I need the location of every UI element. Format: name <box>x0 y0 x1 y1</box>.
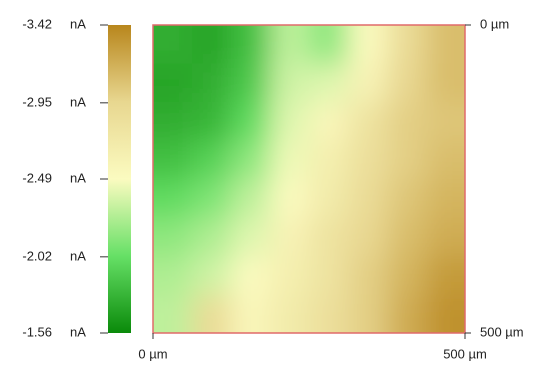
heat-cell <box>192 63 232 103</box>
colorbar-tick-label: -2.95 <box>22 94 52 109</box>
heat-cell <box>426 217 465 257</box>
heat-cell <box>153 294 193 333</box>
heat-cell <box>270 256 310 296</box>
heat-cell <box>231 217 271 257</box>
heat-cell <box>231 63 271 103</box>
colorbar-tick-label: -3.42 <box>22 16 52 31</box>
cells <box>153 25 465 333</box>
heat-cell <box>387 256 427 296</box>
heat-cell <box>192 256 232 296</box>
heat-cell <box>426 63 465 103</box>
heat-cell <box>192 294 232 333</box>
heat-cell <box>387 179 427 219</box>
heat-cell <box>309 217 349 257</box>
heat-cell <box>387 217 427 257</box>
heat-cell <box>348 179 388 219</box>
heat-cell <box>270 25 310 65</box>
heat-cell <box>231 179 271 219</box>
heat-cell <box>309 25 349 65</box>
colorbar-unit: nA <box>70 248 86 263</box>
colorbar-unit: nA <box>70 94 86 109</box>
heat-cell <box>153 256 193 296</box>
heatmap <box>153 25 465 333</box>
heat-cell <box>348 140 388 180</box>
heat-cell <box>309 140 349 180</box>
heat-cell <box>426 256 465 296</box>
colorbar <box>108 25 131 333</box>
x-tick-label: 0 µm <box>138 346 167 361</box>
heat-cell <box>153 63 193 103</box>
heat-cell <box>153 140 193 180</box>
heat-cell <box>270 63 310 103</box>
heat-cell <box>387 102 427 142</box>
heat-cell <box>348 294 388 333</box>
heat-cell <box>192 217 232 257</box>
heat-cell <box>426 294 465 333</box>
heat-cell <box>231 294 271 333</box>
heat-cell <box>270 217 310 257</box>
heat-cell <box>387 25 427 65</box>
heat-cell <box>270 294 310 333</box>
colorbar-unit: nA <box>70 170 86 185</box>
heat-cell <box>309 256 349 296</box>
colorbar-tick-label: -1.56 <box>22 324 52 339</box>
y-tick-label: 0 µm <box>480 16 509 31</box>
colorbar-unit: nA <box>70 324 86 339</box>
heat-cell <box>348 217 388 257</box>
heat-cell <box>348 25 388 65</box>
heat-cell <box>192 25 232 65</box>
heat-cell <box>192 102 232 142</box>
heat-cell <box>387 63 427 103</box>
heat-cell <box>153 179 193 219</box>
heat-cell <box>348 256 388 296</box>
x-tick-label: 500 µm <box>443 346 487 361</box>
heat-cell <box>153 217 193 257</box>
heat-cell <box>426 179 465 219</box>
heat-cell <box>426 25 465 65</box>
heat-cell <box>153 25 193 65</box>
heat-cell <box>387 140 427 180</box>
colorbar-unit: nA <box>70 16 86 31</box>
heat-cell <box>270 140 310 180</box>
heat-cell <box>192 140 232 180</box>
heat-cell <box>348 63 388 103</box>
heat-cell <box>348 102 388 142</box>
heat-cell <box>231 25 271 65</box>
heat-cell <box>309 294 349 333</box>
map-frame <box>152 24 466 334</box>
colorbar-tick-label: -2.49 <box>22 170 52 185</box>
heat-cell <box>309 179 349 219</box>
heat-cell <box>309 102 349 142</box>
heat-cell <box>270 102 310 142</box>
heat-cell <box>309 63 349 103</box>
colorbar-tick-label: -2.02 <box>22 248 52 263</box>
heat-cell <box>231 256 271 296</box>
y-tick-label: 500 µm <box>480 324 524 339</box>
heat-cell <box>387 294 427 333</box>
heat-cell <box>192 179 232 219</box>
heat-cell <box>231 102 271 142</box>
heat-cell <box>231 140 271 180</box>
heat-cell <box>153 102 193 142</box>
heat-cell <box>426 102 465 142</box>
heat-cell <box>426 140 465 180</box>
heat-cell <box>270 179 310 219</box>
